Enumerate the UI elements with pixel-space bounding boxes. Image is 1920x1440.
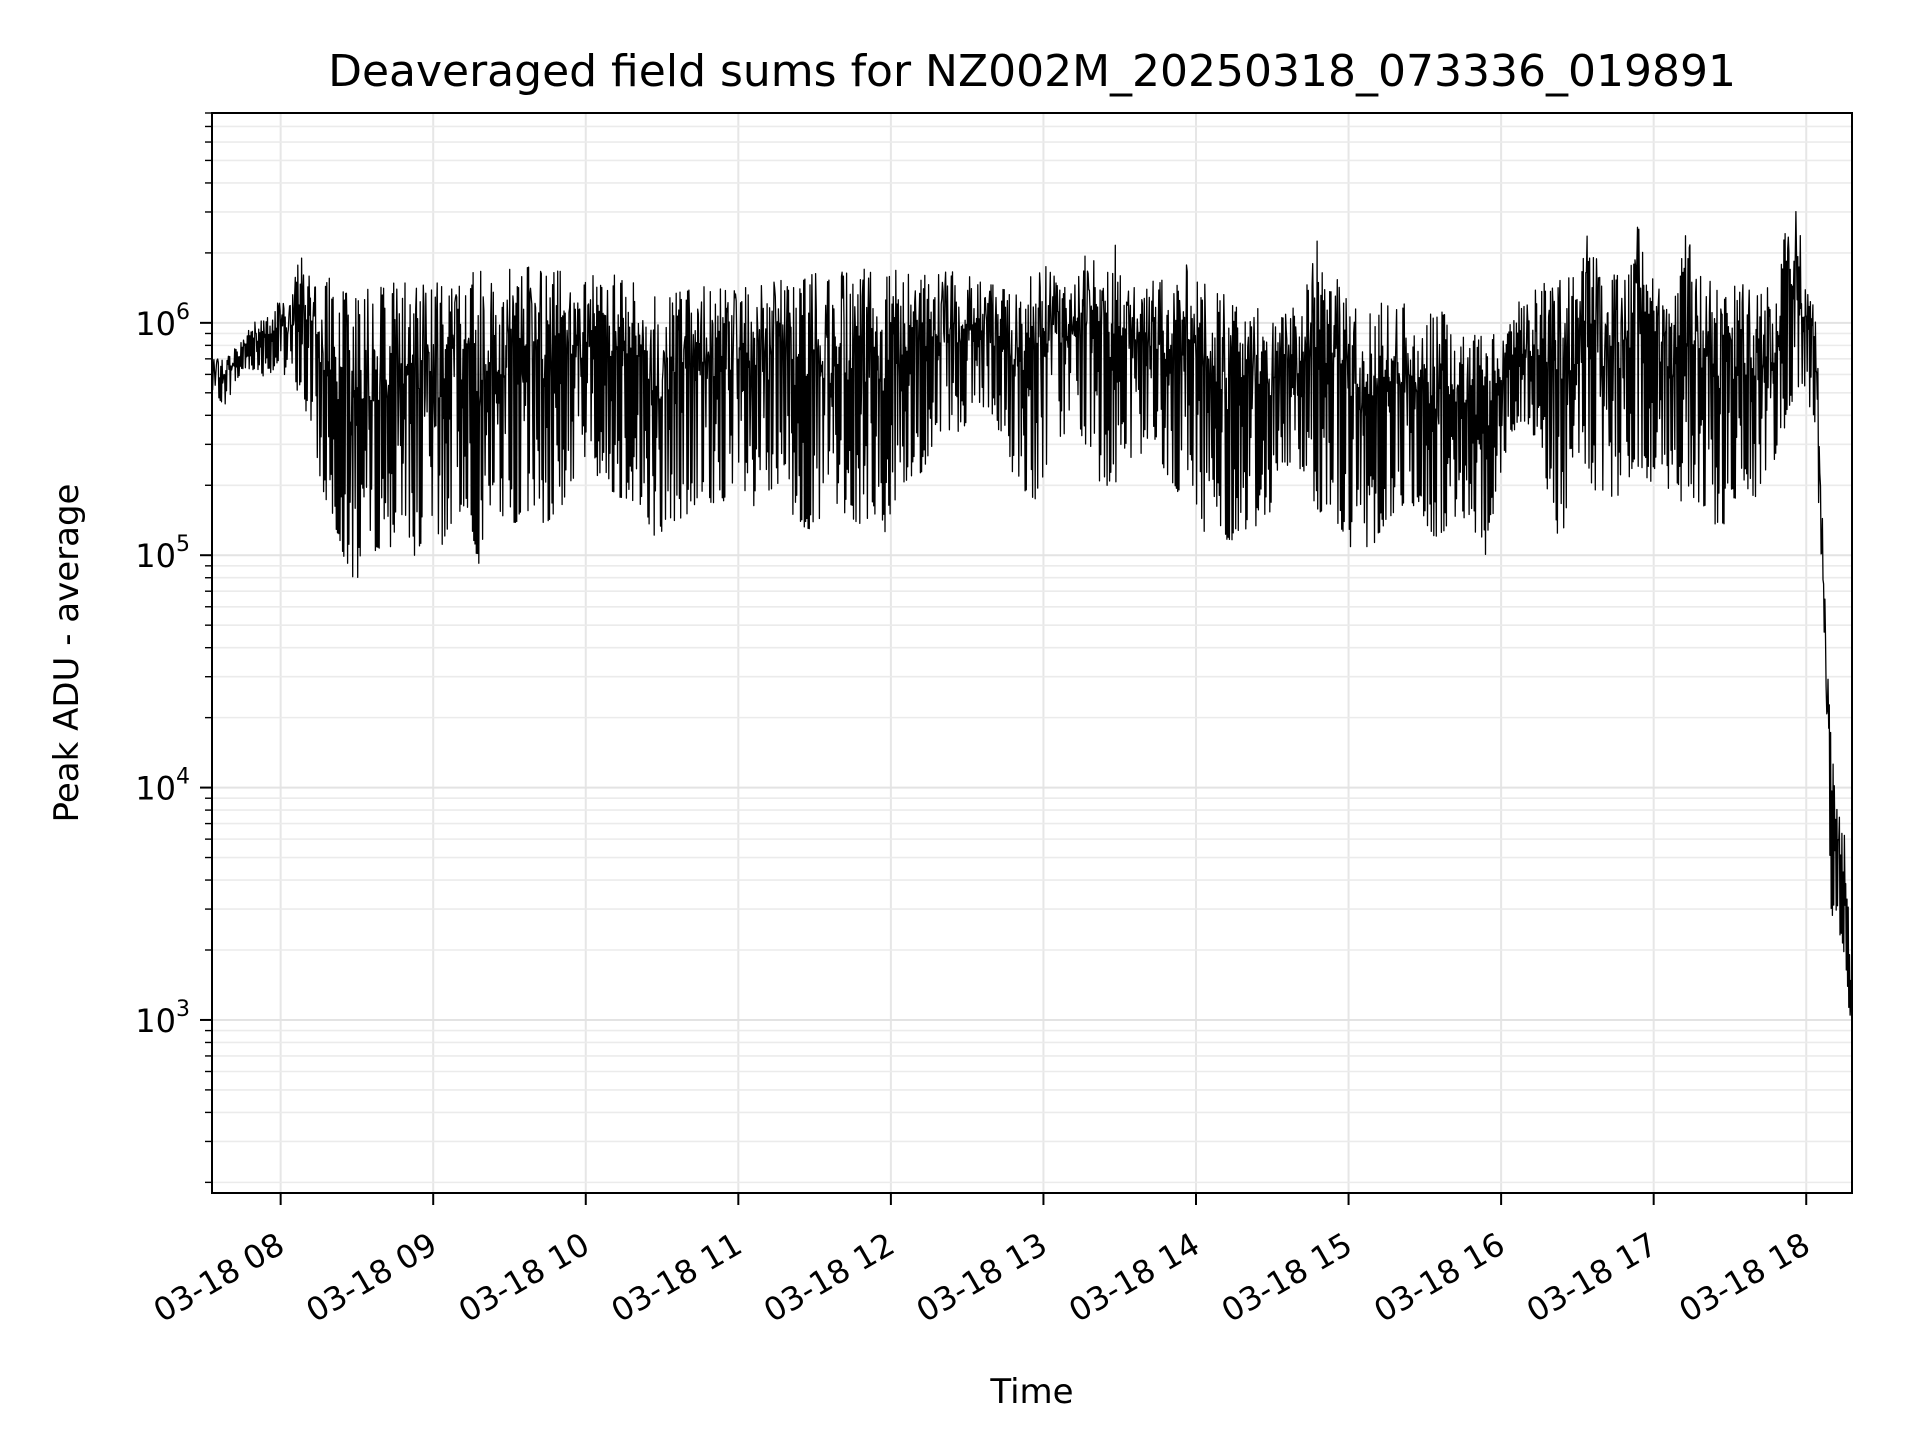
y-tick-label: 104 (135, 765, 190, 808)
x-tick-label: 03-18 13 (910, 1225, 1054, 1330)
grid (212, 112, 1852, 1193)
x-axis-label: Time (989, 1372, 1073, 1412)
chart-title: Deaveraged field sums for NZ002M_2025031… (328, 46, 1736, 97)
x-tick-label: 03-18 08 (147, 1225, 291, 1330)
series-layer (211, 210, 1853, 1031)
y-tick-label: 105 (135, 532, 190, 575)
data-series-line (211, 210, 1853, 1031)
plot-area (211, 112, 1853, 1194)
y-tick-label: 103 (135, 997, 190, 1040)
x-axis-ticks: 03-18 08 03-18 09 03-18 10 03-18 11 03-18 12… (147, 1193, 1816, 1330)
x-tick-label: 03-18 12 (757, 1225, 901, 1330)
x-tick-label: 03-18 14 (1062, 1225, 1206, 1330)
x-tick-label: 03-18 17 (1520, 1225, 1664, 1330)
x-tick-label: 03-18 16 (1368, 1225, 1512, 1330)
y-axis-label: Peak ADU - average (47, 484, 87, 823)
x-tick-label: 03-18 10 (452, 1225, 596, 1330)
y-tick-label: 106 (135, 300, 190, 343)
x-tick-label: 03-18 15 (1215, 1225, 1359, 1330)
x-tick-label: 03-18 11 (605, 1225, 749, 1330)
x-tick-label: 03-18 09 (300, 1225, 444, 1330)
y-axis-ticks: 103 104 105 106 (135, 112, 212, 1184)
x-tick-label: 03-18 18 (1673, 1225, 1817, 1330)
